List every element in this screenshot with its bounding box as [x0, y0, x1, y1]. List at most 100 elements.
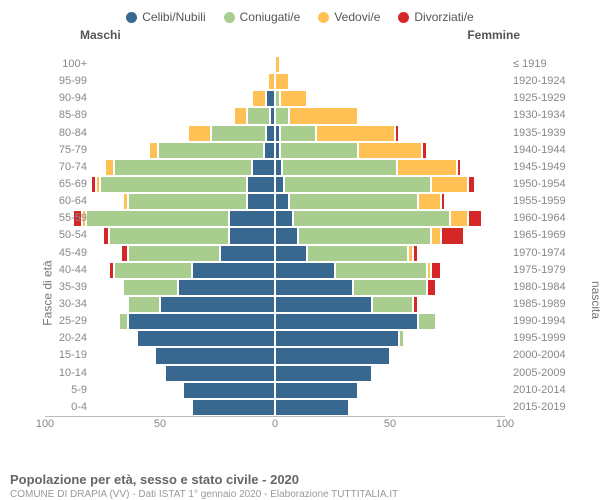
female-header: Femmine: [467, 28, 520, 42]
bar-segment: [275, 382, 358, 399]
plot-area: [45, 56, 505, 417]
male-bar: [128, 296, 275, 313]
legend-swatch: [224, 12, 235, 23]
bar-segment: [192, 399, 275, 416]
bar-segment: [128, 313, 275, 330]
bar-segment: [275, 176, 284, 193]
bar-segment: [183, 382, 275, 399]
age-row: [45, 107, 505, 124]
bar-segment: [128, 193, 248, 210]
male-bar: [105, 159, 275, 176]
birth-year-label: 1985-1989: [513, 298, 575, 310]
bar-segment: [441, 193, 446, 210]
female-bar: [275, 193, 445, 210]
birth-year-label: 1995-1999: [513, 332, 575, 344]
birth-year-label: 1945-1949: [513, 161, 575, 173]
birth-year-label: 2005-2009: [513, 367, 575, 379]
right-axis-title: Anni di nascita: [589, 281, 600, 319]
bar-segment: [284, 176, 431, 193]
bar-segment: [353, 279, 427, 296]
x-tick: 50: [384, 418, 396, 430]
bar-segment: [119, 313, 128, 330]
female-bar: [275, 279, 436, 296]
bar-segment: [128, 296, 160, 313]
bar-segment: [114, 159, 252, 176]
age-label: 5-9: [47, 384, 87, 396]
male-bar: [192, 399, 275, 416]
bar-segment: [264, 142, 276, 159]
male-bar: [252, 90, 275, 107]
age-label: 10-14: [47, 367, 87, 379]
age-row: [45, 313, 505, 330]
bar-segment: [158, 142, 264, 159]
female-bar: [275, 176, 475, 193]
pyramid-chart: Fasce di età Anni di nascita 100+≤ 19199…: [45, 56, 555, 436]
age-label: 15-19: [47, 349, 87, 361]
legend: Celibi/NubiliConiugati/eVedovi/eDivorzia…: [0, 0, 600, 28]
age-row: [45, 382, 505, 399]
legend-item: Coniugati/e: [224, 10, 301, 24]
age-row: [45, 73, 505, 90]
bar-segment: [431, 176, 468, 193]
bar-segment: [468, 176, 475, 193]
age-row: [45, 330, 505, 347]
bar-segment: [275, 56, 280, 73]
age-label: 75-79: [47, 144, 87, 156]
male-bar: [121, 245, 275, 262]
male-header: Maschi: [80, 28, 121, 42]
bar-segment: [268, 73, 275, 90]
age-label: 50-54: [47, 229, 87, 241]
female-bar: [275, 142, 427, 159]
bar-segment: [468, 210, 482, 227]
bar-segment: [128, 245, 220, 262]
male-bar: [155, 347, 275, 364]
bar-segment: [123, 279, 178, 296]
bar-segment: [211, 125, 266, 142]
birth-year-label: 1980-1984: [513, 281, 575, 293]
x-tick: 100: [496, 418, 514, 430]
bar-segment: [431, 262, 440, 279]
male-bar: [135, 330, 275, 347]
male-bar: [109, 262, 275, 279]
bar-segment: [399, 330, 404, 347]
female-bar: [275, 313, 436, 330]
bar-segment: [275, 159, 282, 176]
age-row: [45, 56, 505, 73]
birth-year-label: 1935-1939: [513, 127, 575, 139]
female-bar: [275, 56, 280, 73]
bar-segment: [188, 125, 211, 142]
age-label: 25-29: [47, 315, 87, 327]
bar-segment: [275, 193, 289, 210]
female-bar: [275, 296, 418, 313]
male-bar: [188, 125, 275, 142]
age-row: [45, 296, 505, 313]
bar-segment: [431, 227, 440, 244]
bar-segment: [275, 399, 349, 416]
female-bar: [275, 330, 404, 347]
age-row: [45, 347, 505, 364]
bar-segment: [289, 107, 358, 124]
birth-year-label: 1930-1934: [513, 109, 575, 121]
birth-year-label: 1975-1979: [513, 264, 575, 276]
bar-segment: [275, 330, 399, 347]
bar-segment: [247, 193, 275, 210]
male-bar: [123, 279, 275, 296]
birth-year-label: 1965-1969: [513, 229, 575, 241]
legend-item: Celibi/Nubili: [126, 10, 205, 24]
bar-segment: [165, 365, 275, 382]
bar-segment: [427, 279, 436, 296]
age-label: 90-94: [47, 92, 87, 104]
bar-segment: [282, 159, 397, 176]
female-bar: [275, 365, 372, 382]
bar-segment: [149, 142, 158, 159]
male-bar: [268, 73, 275, 90]
bar-segment: [275, 227, 298, 244]
bar-segment: [289, 193, 418, 210]
female-bar: [275, 227, 464, 244]
male-bar: [91, 176, 275, 193]
age-row: [45, 176, 505, 193]
female-bar: [275, 159, 461, 176]
legend-swatch: [318, 12, 329, 23]
bar-segment: [275, 347, 390, 364]
bar-segment: [109, 227, 229, 244]
